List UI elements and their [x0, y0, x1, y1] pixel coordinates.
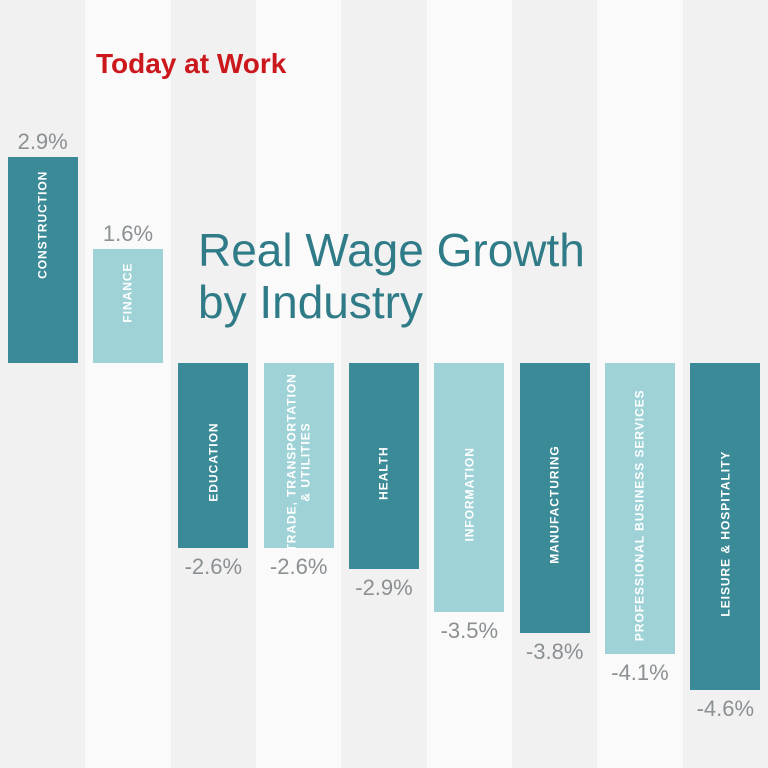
chart-title: Real Wage Growth by Industry — [198, 225, 585, 328]
wage-growth-chart: 2.9%CONSTRUCTION1.6%FINANCE-2.6%EDUCATIO… — [0, 0, 768, 768]
bar-value-label: -4.1% — [597, 660, 682, 686]
bar-category-label: PROFESSIONAL BUSINESS SERVICES — [597, 377, 682, 654]
bar-category-label: TRADE, TRANSPORTATION & UTILITIES — [256, 377, 341, 548]
bar-value-label: -2.6% — [171, 554, 256, 580]
bar-category-label: INFORMATION — [427, 377, 512, 612]
bar-value-label: -3.8% — [512, 639, 597, 665]
bar-category-label: HEALTH — [341, 377, 426, 569]
bar-category-label: FINANCE — [85, 263, 170, 363]
bar-category-label: MANUFACTURING — [512, 377, 597, 633]
bar-value-label: -2.9% — [341, 575, 426, 601]
background-stripe — [0, 0, 85, 768]
bar-value-label: -4.6% — [683, 696, 768, 722]
bar-category-label: LEISURE & HOSPITALITY — [683, 377, 768, 690]
background-stripe — [85, 0, 170, 768]
bar-value-label: -2.6% — [256, 554, 341, 580]
bar-category-label: CONSTRUCTION — [0, 171, 85, 363]
bar-value-label: 1.6% — [85, 221, 170, 247]
bar-value-label: 2.9% — [0, 129, 85, 155]
bar-value-label: -3.5% — [427, 618, 512, 644]
brand-title: Today at Work — [96, 48, 286, 80]
bar-category-label: EDUCATION — [171, 377, 256, 548]
